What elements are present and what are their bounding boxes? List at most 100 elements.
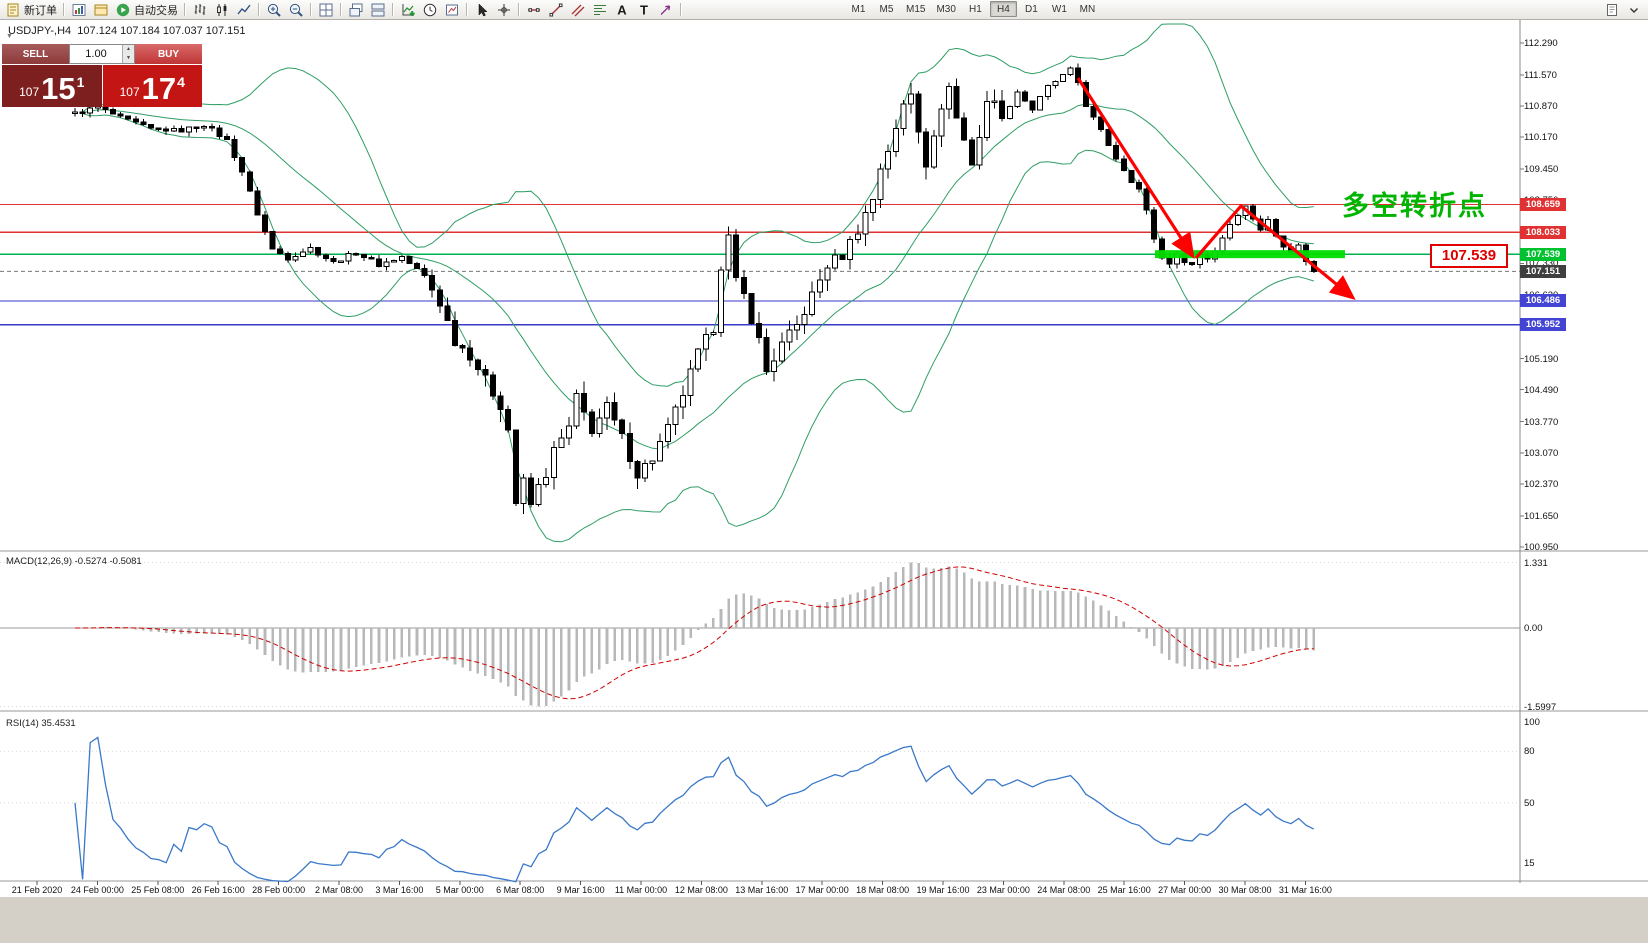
crosshair-icon[interactable] bbox=[494, 1, 514, 19]
time-label: 13 Mar 16:00 bbox=[735, 885, 789, 895]
sell-price-big: 15 bbox=[41, 71, 76, 106]
time-label: 12 Mar 08:00 bbox=[674, 885, 728, 895]
spinner-up-icon[interactable]: ▲ bbox=[123, 45, 134, 54]
price-tick: 110.870 bbox=[1524, 101, 1558, 113]
annotation-text: 多空转折点 bbox=[1342, 191, 1487, 221]
trade-panel-collapse-icon[interactable]: ▼ bbox=[6, 33, 13, 40]
sell-price-prefix: 107 bbox=[19, 85, 40, 99]
price-tick: 104.490 bbox=[1524, 384, 1559, 396]
cascade-windows-icon[interactable] bbox=[346, 1, 366, 19]
chart-title: USDJPY-,H4 107.124 107.184 107.037 107.1… bbox=[8, 25, 246, 37]
time-label: 24 Mar 08:00 bbox=[1037, 885, 1091, 895]
price-tick: 107.330 bbox=[1524, 258, 1558, 269]
buy-button[interactable]: BUY bbox=[135, 44, 202, 64]
time-label: 5 Mar 00:00 bbox=[435, 885, 484, 895]
toolbar-separator bbox=[680, 3, 682, 16]
timeframe-w1-button[interactable]: W1 bbox=[1051, 4, 1067, 15]
arrows-icon[interactable] bbox=[656, 1, 676, 19]
buy-price-button[interactable]: 107 17 4 bbox=[102, 65, 202, 107]
timeframe-mn-button[interactable]: MN bbox=[1079, 4, 1096, 15]
macd-axis-tick: 1.331 bbox=[1524, 557, 1548, 569]
label-icon[interactable]: T bbox=[634, 1, 654, 19]
timeframe-m5-button[interactable]: M5 bbox=[879, 4, 894, 15]
spinner-down-icon[interactable]: ▼ bbox=[123, 54, 134, 63]
svg-text:A: A bbox=[617, 2, 627, 17]
one-click-trading-widget: SELL 1.00 ▲ ▼ BUY 107 15 1 107 17 4 bbox=[2, 44, 202, 107]
time-label: 6 Mar 08:00 bbox=[496, 885, 545, 895]
timeframe-h1-button[interactable]: H1 bbox=[969, 4, 982, 15]
new-window-icon[interactable] bbox=[1602, 1, 1622, 19]
volume-field[interactable]: 1.00 ▲ ▼ bbox=[69, 44, 135, 64]
zoom-in-icon[interactable] bbox=[264, 1, 284, 19]
sell-button[interactable]: SELL bbox=[2, 44, 69, 64]
timeframe-d1-button[interactable]: D1 bbox=[1025, 4, 1038, 15]
fibonacci-icon[interactable] bbox=[590, 1, 610, 19]
price-callout: 107.539 bbox=[1430, 244, 1508, 268]
support-zone-highlight[interactable] bbox=[1155, 250, 1345, 259]
templates-icon[interactable] bbox=[442, 1, 462, 19]
new-order-button-label: 新订单 bbox=[24, 4, 57, 17]
trend-arrow[interactable] bbox=[1194, 203, 1356, 301]
price-tick: 103.770 bbox=[1524, 416, 1559, 428]
time-label: 17 Mar 00:00 bbox=[795, 885, 849, 895]
line-chart-type-icon[interactable] bbox=[234, 1, 254, 19]
zoom-out-icon[interactable] bbox=[286, 1, 306, 19]
toolbar-separator bbox=[310, 3, 312, 16]
price-tick: 112.290 bbox=[1524, 38, 1558, 49]
indicators-icon[interactable] bbox=[398, 1, 418, 19]
svg-text:T: T bbox=[640, 2, 648, 17]
price-tick: 100.950 bbox=[1524, 542, 1559, 553]
sell-price-button[interactable]: 107 15 1 bbox=[2, 65, 102, 107]
rsi-axis-tick: 50 bbox=[1524, 797, 1535, 809]
macd-axis-tick: 0.00 bbox=[1524, 623, 1543, 634]
time-label: 11 Mar 00:00 bbox=[614, 885, 668, 895]
toolbar-right-icons bbox=[1601, 1, 1645, 19]
new-order-button[interactable]: 新订单 bbox=[3, 1, 59, 19]
volume-spinner[interactable]: ▲ ▼ bbox=[122, 45, 134, 63]
cursor-icon[interactable] bbox=[472, 1, 492, 19]
price-tick: 105.190 bbox=[1524, 353, 1559, 365]
price-axis-badge: 108.033 bbox=[1520, 225, 1566, 239]
buy-price-sup: 4 bbox=[177, 74, 185, 90]
trendline-icon[interactable] bbox=[546, 1, 566, 19]
price-tick: 111.570 bbox=[1524, 70, 1557, 81]
dropdown-icon[interactable] bbox=[1624, 1, 1644, 19]
buy-price-prefix: 107 bbox=[119, 85, 140, 99]
charts-icon[interactable] bbox=[69, 1, 89, 19]
toolbar-separator bbox=[258, 3, 260, 16]
main-toolbar: 新订单 自动交易 A T M1 M5 M15 M30 H1 H4 D1 W1 MN bbox=[0, 0, 1648, 20]
time-label: 3 Mar 16:00 bbox=[375, 885, 424, 895]
bollinger-middle-band bbox=[82, 103, 1314, 450]
rsi-axis-tick: 80 bbox=[1524, 746, 1535, 758]
symbol-period-label: USDJPY-,H4 bbox=[8, 25, 72, 37]
channel-icon[interactable] bbox=[568, 1, 588, 19]
arrange-windows-icon[interactable] bbox=[368, 1, 388, 19]
text-icon[interactable]: A bbox=[612, 1, 632, 19]
trend-arrow[interactable] bbox=[1076, 77, 1195, 260]
timeframe-m15-button[interactable]: M15 bbox=[906, 4, 926, 15]
timeframe-h4-button[interactable]: H4 bbox=[989, 1, 1017, 17]
macd-axis-tick: -1.5997 bbox=[1524, 701, 1557, 713]
profiles-icon[interactable] bbox=[91, 1, 111, 19]
price-tick: 102.370 bbox=[1524, 478, 1559, 490]
rsi-axis-tick: 15 bbox=[1524, 857, 1535, 869]
timeframe-m1-button[interactable]: M1 bbox=[851, 4, 866, 15]
time-label: 24 Feb 00:00 bbox=[70, 885, 124, 895]
time-label: 26 Feb 16:00 bbox=[191, 885, 245, 895]
autotrade-button-label: 自动交易 bbox=[134, 4, 178, 17]
price-tick: 103.070 bbox=[1524, 447, 1559, 459]
timeframe-toolbar: M1 M5 M15 M30 H1 H4 D1 W1 MN bbox=[845, 1, 1102, 17]
toolbar-separator bbox=[184, 3, 186, 16]
time-label: 30 Mar 08:00 bbox=[1218, 885, 1272, 895]
price-axis-badge: 107.151 bbox=[1520, 264, 1566, 278]
horizontal-line-icon[interactable] bbox=[524, 1, 544, 19]
timeframe-m30-button[interactable]: M30 bbox=[936, 4, 956, 15]
price-tick: 109.450 bbox=[1524, 164, 1559, 176]
periods-icon[interactable] bbox=[420, 1, 440, 19]
tile-windows-icon[interactable] bbox=[316, 1, 336, 19]
autotrade-button[interactable]: 自动交易 bbox=[113, 1, 180, 19]
bar-chart-type-icon[interactable] bbox=[190, 1, 210, 19]
time-label: 31 Mar 16:00 bbox=[1278, 885, 1332, 895]
candle-chart-type-icon[interactable] bbox=[212, 1, 232, 19]
